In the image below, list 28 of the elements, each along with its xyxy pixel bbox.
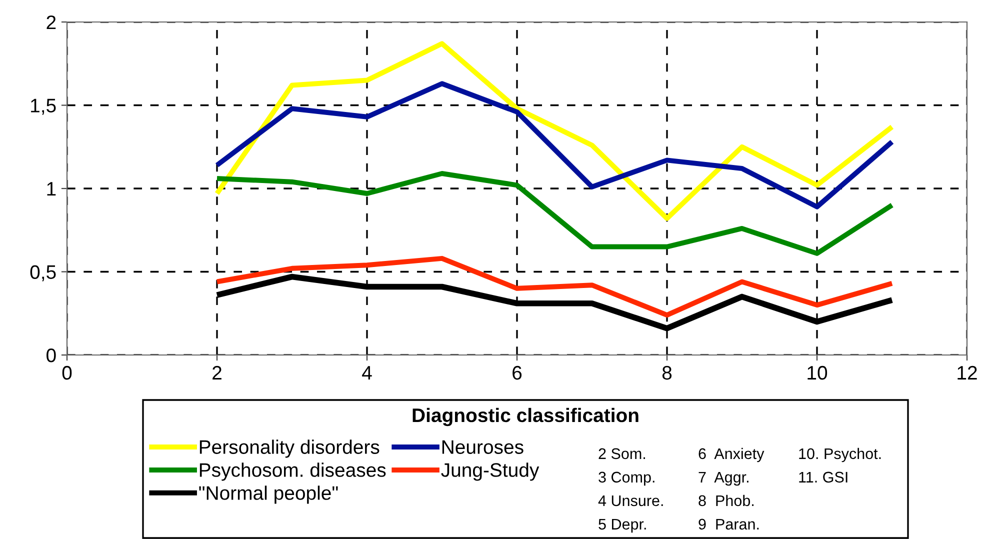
- text: 3 Comp.: [598, 472, 654, 486]
- text: 9 Paran.: [698, 518, 759, 530]
- legend-title: Diagnostic classification: [412, 408, 638, 426]
- x-tick-label: 4: [362, 366, 372, 380]
- text: 8 Phob.: [698, 494, 754, 506]
- legend-label: Neuroses: [442, 440, 524, 454]
- legend-label: "Normal people": [199, 486, 338, 504]
- legend-label: Personality disorders: [200, 440, 380, 458]
- text: 11. GSI: [799, 472, 848, 483]
- x-tick-label: 8: [662, 366, 672, 380]
- x-tick-label: 12: [958, 366, 977, 380]
- x-tick-label: 0: [62, 366, 72, 380]
- text: 7 Aggr.: [698, 472, 748, 486]
- y-tick-label: 0,5: [30, 265, 56, 282]
- legend-label: Psychosom. diseases: [200, 462, 386, 481]
- text: 4 Unsure.: [598, 495, 663, 506]
- y-tick-label: 2: [46, 15, 56, 30]
- y-tick-label: 1,5: [31, 98, 56, 115]
- text: 10. Psychot.: [799, 448, 881, 462]
- legend-label: Jung-Study: [441, 462, 540, 481]
- text: 2 Som.: [598, 448, 646, 460]
- x-tick-label: 10: [808, 366, 828, 380]
- x-tick-label: 6: [512, 366, 522, 380]
- text: 6 Anxiety: [698, 448, 764, 462]
- x-tick-label: 2: [212, 366, 222, 380]
- text: 5 Depr.: [598, 518, 646, 533]
- y-tick-label: 1: [47, 182, 56, 196]
- y-tick-label: 0: [46, 348, 56, 362]
